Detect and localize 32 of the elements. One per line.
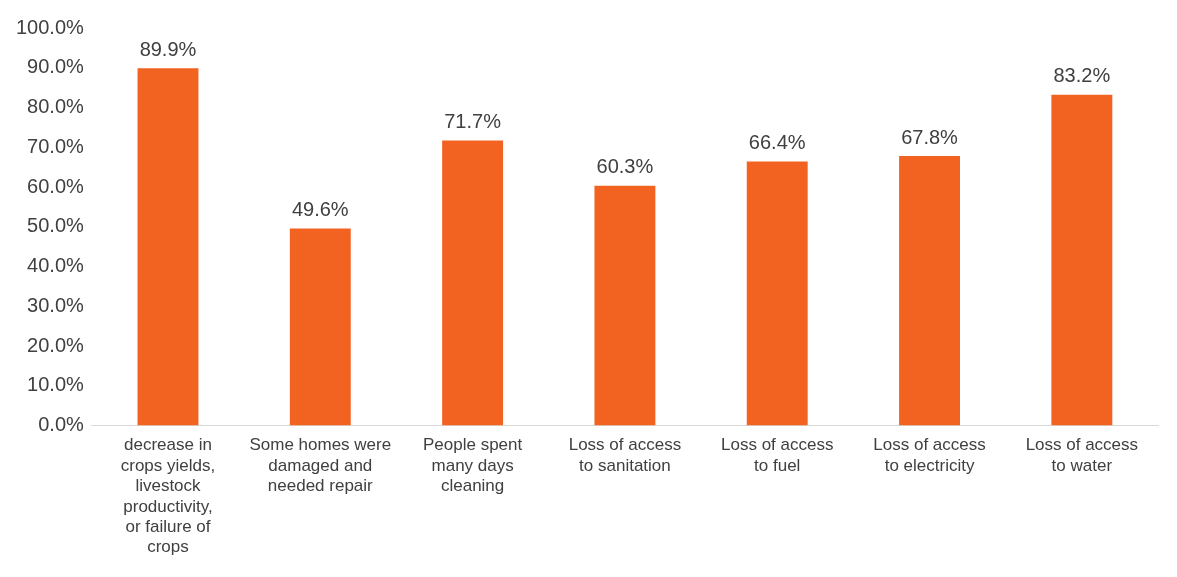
y-tick-label: 10.0% (27, 373, 85, 396)
y-tick-label: 70.0% (27, 134, 85, 157)
y-tick-label: 100.0% (15, 15, 85, 38)
y-tick-label: 60.0% (27, 174, 85, 197)
data-label: 60.3% (596, 155, 654, 178)
x-tick-label: Loss of access to fuel (721, 435, 834, 475)
x-tick-label: Loss of access to sanitation (568, 435, 682, 475)
bar (1051, 94, 1113, 426)
data-label: 71.7% (444, 110, 502, 133)
data-label: 89.9% (139, 37, 197, 60)
data-label: 67.8% (901, 125, 959, 148)
data-label: 66.4% (748, 131, 806, 154)
bar (899, 156, 960, 426)
y-tick-label: 90.0% (27, 55, 85, 78)
x-tick-label: Loss of access to water (1025, 435, 1139, 475)
bar (289, 228, 351, 426)
y-tick-label: 30.0% (27, 293, 85, 316)
x-tick-label: Loss of access to electricity (873, 435, 986, 475)
y-tick-label: 50.0% (27, 214, 85, 237)
y-tick-label: 0.0% (38, 413, 85, 436)
bar (594, 185, 656, 426)
x-tick-label: People spent many days cleaning (422, 435, 523, 496)
bar (137, 68, 199, 426)
bar (746, 161, 808, 426)
x-tick-label: Some homes were damaged and needed repair (249, 435, 392, 496)
data-label: 49.6% (291, 197, 349, 220)
y-tick-label: 20.0% (27, 333, 85, 356)
bar (442, 140, 504, 426)
y-tick-label: 40.0% (27, 254, 85, 277)
x-tick-label: decrease in crops yields, livestock productivity, or failure of crops (120, 435, 216, 557)
y-tick-label: 80.0% (27, 95, 85, 118)
data-label: 83.2% (1053, 64, 1111, 87)
